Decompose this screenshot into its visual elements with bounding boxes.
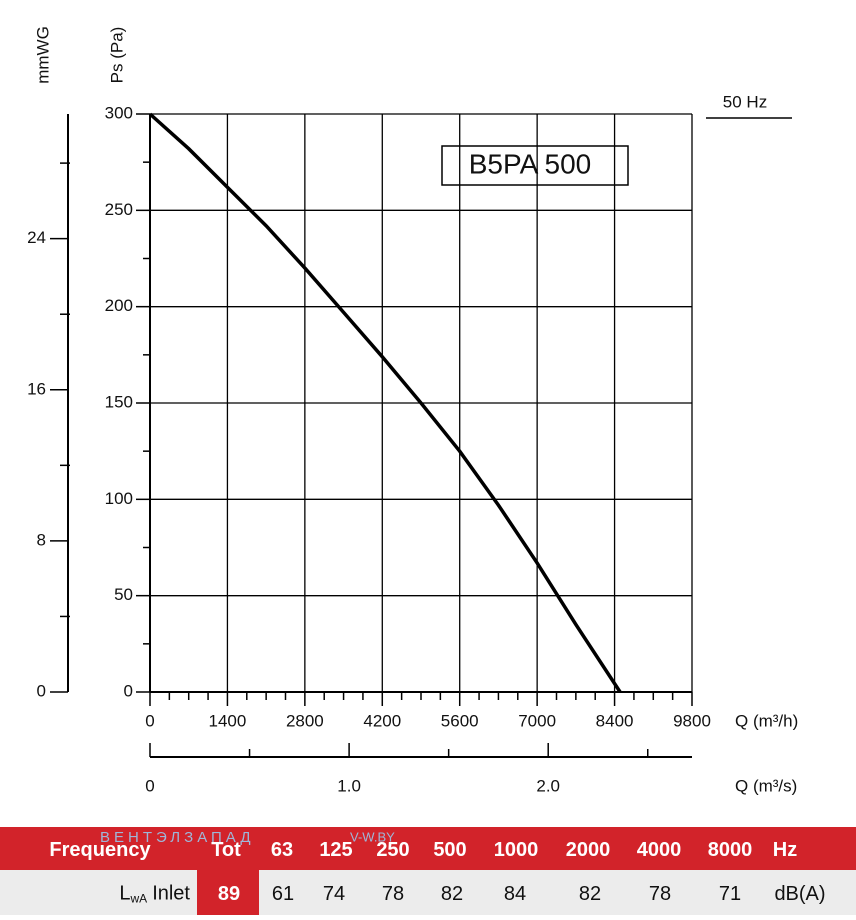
x-tick-label: 9800 [673,711,711,730]
label-main: L [119,883,130,905]
y-tick-label: 150 [105,392,133,411]
table-unit: dB(A) [774,883,825,905]
table-cell: 71 [719,883,741,905]
x-tick-label: 2800 [286,711,324,730]
table-header-cell: Tot [211,839,241,861]
table-header-cell: 125 [319,839,352,861]
x-tick-label: 1400 [209,711,247,730]
table-cell: 78 [649,883,671,905]
table-header-cell: 2000 [566,839,611,861]
table-cell: 78 [382,883,404,905]
table-header-cell: 63 [271,839,293,861]
table-cell: 61 [272,883,294,905]
table-header-cell: 8000 [708,839,753,861]
y-tick-label: 0 [124,681,133,700]
table-header-bg [0,827,856,870]
x2-tick-label: 2.0 [536,776,560,795]
title-box [441,145,629,186]
x-tick-label: 5600 [441,711,479,730]
y2-axis-label: mmWG [33,26,52,84]
x-tick-label: 4200 [363,711,401,730]
x-tick-label: 8400 [596,711,634,730]
chart-title: B5PA 500 [469,148,591,179]
x-tick-label: 7000 [518,711,556,730]
x-axis-label: Q (m³/h) [735,711,798,730]
y2-tick-label: 24 [27,228,46,247]
y-tick-label: 100 [105,489,133,508]
y2-tick-label: 16 [27,379,46,398]
x-tick-label: 0 [145,711,154,730]
y-tick-label: 300 [105,103,133,122]
table-header-cell: 500 [433,839,466,861]
y2-tick-label: 0 [37,681,46,700]
table-cell: 82 [441,883,463,905]
y-axis-label: Ps (Pa) [107,27,126,84]
table-cell: 82 [579,883,601,905]
y-tick-label: 250 [105,200,133,219]
x2-tick-label: 1.0 [337,776,361,795]
label-text: Inlet [152,883,190,905]
table-header-cell: Frequency [49,839,151,861]
watermark: V-W.BY [350,829,395,844]
y-tick-label: 50 [114,585,133,604]
x2-tick-label: 0 [145,776,154,795]
table-cell: 84 [504,883,526,905]
fan-curve [148,112,622,693]
table-header-cell: Hz [773,839,797,861]
y-tick-label: 200 [105,296,133,315]
table-cell: 89 [218,883,240,905]
watermark: ВЕНТЭЛЗАПАД [100,829,254,846]
label-sub: wA [130,892,148,906]
table-header-cell: 4000 [637,839,682,861]
table-total-cell [197,870,259,915]
table-cell: 74 [323,883,345,905]
table-header-cell: 1000 [494,839,539,861]
subtitle: 50 Hz [723,92,767,111]
x2-axis-label: Q (m³/s) [735,776,797,795]
table-header-cell: 250 [376,839,409,861]
table-row-bg [0,870,856,915]
table-row-label: LwA Inlet [119,883,190,906]
y2-tick-label: 8 [37,530,46,549]
